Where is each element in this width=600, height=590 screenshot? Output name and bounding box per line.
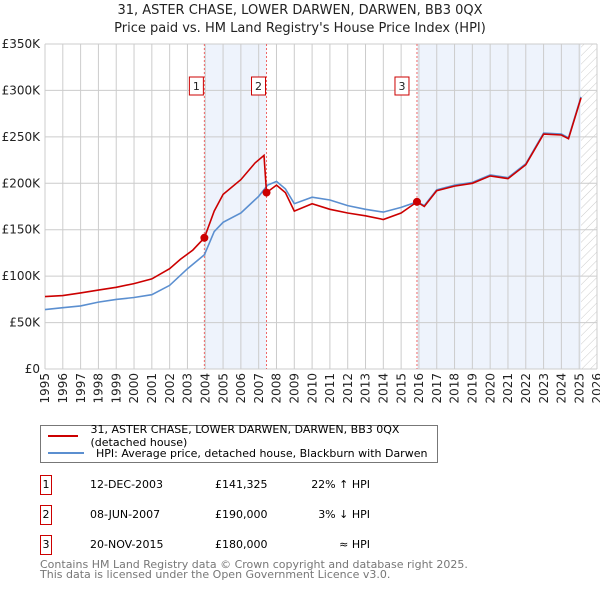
sale-marker-label: 1 (193, 80, 200, 93)
y-tick-label: £200K (2, 176, 42, 190)
x-tick-label: 2013 (359, 373, 373, 404)
sale-hpi-diff: ≈ HPI (339, 538, 370, 551)
x-tick-label: 2009 (287, 373, 301, 404)
plot-area: 1995 1996 1997 1998 1999 2000 2001 2002 2003 2004… (2, 37, 600, 404)
x-tick-label: 1999 (109, 373, 123, 404)
hpi-line (44, 96, 582, 311)
sale-marker-badge (251, 76, 267, 96)
x-tick-label: 2004 (198, 373, 212, 404)
sale-row: 3 20-NOV-2015 £180,000 ≈ HPI (40, 535, 440, 555)
y-tick-label: £300K (2, 83, 42, 97)
sale-marker-badge (188, 76, 204, 96)
shaded-range (416, 44, 581, 369)
sale-marker-badge (394, 76, 410, 96)
x-tick-label: 2023 (537, 373, 551, 404)
x-tick-label: 2007 (252, 373, 266, 404)
sale-date: 08-JUN-2007 (90, 508, 161, 521)
sale-marker-label: 3 (398, 80, 405, 93)
sale-price: £141,325 (215, 478, 268, 491)
sale-price: £190,000 (215, 508, 268, 521)
x-tick-label: 1996 (56, 373, 70, 404)
x-tick-label: 2017 (430, 373, 444, 404)
sale-hpi-diff: 3% ↓ HPI (318, 508, 370, 521)
footer-line: Contains HM Land Registry data © Crown c… (40, 558, 468, 571)
sale-date: 20-NOV-2015 (90, 538, 164, 551)
sale-badge: 2 (40, 505, 52, 525)
y-tick-label: £150K (2, 223, 42, 237)
property-price-line (44, 97, 582, 298)
shaded-range (204, 44, 267, 369)
chart-subtitle: Price paid vs. HM Land Registry's House … (114, 21, 486, 36)
x-tick-label: 2020 (483, 373, 497, 404)
sale-hpi-diff: 22% ↑ HPI (311, 478, 370, 491)
x-tick-label: 2026 (590, 373, 600, 404)
x-tick-label: 2016 (412, 373, 426, 404)
sale-badge: 3 (40, 535, 52, 555)
x-tick-label: 1995 (38, 373, 52, 404)
sale-price: £180,000 (215, 538, 268, 551)
y-tick-label: £250K (2, 130, 42, 144)
x-tick-label: 2014 (377, 373, 391, 404)
sale-badge: 1 (40, 475, 52, 495)
x-tick-label: 2008 (270, 373, 284, 404)
x-tick-label: 2010 (305, 373, 319, 404)
sale-point (412, 197, 421, 206)
x-tick-label: 2015 (394, 373, 408, 404)
sale-row: 1 12-DEC-2003 £141,325 22% ↑ HPI (40, 475, 440, 495)
x-tick-label: 2005 (216, 373, 230, 404)
legend-item-hpi: HPI: Average price, detached house, Blac… (48, 445, 427, 461)
legend: 31, ASTER CHASE, LOWER DARWEN, DARWEN, B… (40, 423, 438, 463)
sale-row: 2 08-JUN-2007 £190,000 3% ↓ HPI (40, 505, 440, 525)
x-tick-label: 2019 (466, 373, 480, 404)
sale-point (262, 188, 271, 197)
footer: Contains HM Land Registry data © Crown c… (40, 558, 468, 581)
legend-swatch (48, 452, 84, 454)
x-tick-label: 2006 (234, 373, 248, 404)
x-tick-label: 1998 (92, 373, 106, 404)
x-tick-label: 2002 (163, 373, 177, 404)
x-tick-label: 1997 (74, 373, 88, 404)
y-tick-label: £0 (25, 362, 40, 376)
x-tick-label: 2003 (181, 373, 195, 404)
footer-line: This data is licensed under the Open Gov… (40, 568, 391, 581)
legend-swatch (48, 435, 79, 437)
forecast-hatch (580, 44, 597, 369)
y-tick-label: £50K (9, 316, 41, 330)
legend-item-property: 31, ASTER CHASE, LOWER DARWEN, DARWEN, B… (48, 423, 437, 449)
x-tick-label: 2024 (555, 373, 569, 404)
legend-label: HPI: Average price, detached house, Blac… (96, 446, 428, 460)
x-tick-label: 2001 (145, 373, 159, 404)
x-tick-label: 2000 (127, 373, 141, 404)
sale-date: 12-DEC-2003 (90, 478, 164, 491)
x-tick-label: 2012 (341, 373, 355, 404)
chart-title: 31, ASTER CHASE, LOWER DARWEN, DARWEN, B… (117, 3, 483, 18)
x-tick-label: 2018 (448, 373, 462, 404)
y-tick-label: £350K (2, 37, 42, 51)
x-tick-label: 2021 (501, 373, 515, 404)
sale-point (200, 233, 209, 242)
sale-marker-label: 2 (255, 80, 262, 93)
x-tick-label: 2022 (519, 373, 533, 404)
x-tick-label: 2025 (572, 373, 586, 404)
y-tick-label: £100K (2, 269, 42, 283)
legend-label: 31, ASTER CHASE, LOWER DARWEN, DARWEN, B… (90, 423, 400, 449)
x-tick-label: 2011 (323, 373, 337, 404)
